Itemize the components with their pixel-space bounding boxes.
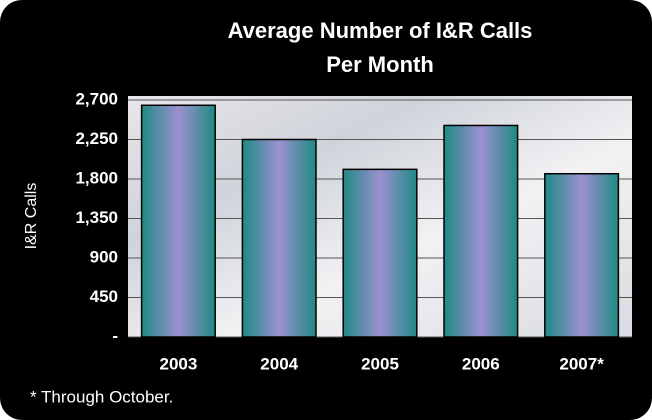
y-tick-label: 1,350 bbox=[75, 208, 118, 227]
x-tick-label: 2003 bbox=[159, 354, 197, 373]
y-axis-label: I&R Calls bbox=[23, 183, 40, 250]
bar bbox=[545, 174, 619, 337]
x-tick-label: 2004 bbox=[260, 354, 298, 373]
bar bbox=[242, 140, 316, 338]
bar bbox=[142, 105, 216, 337]
page: {"chart_data": {"type": "bar", "title": … bbox=[0, 0, 652, 420]
y-tick-label: 1,800 bbox=[75, 168, 118, 187]
bar bbox=[343, 169, 417, 337]
x-tick-label: 2007* bbox=[559, 354, 604, 373]
y-tick-label: 2,700 bbox=[75, 89, 118, 108]
x-tick-label: 2005 bbox=[361, 354, 399, 373]
chart-title: Per Month bbox=[326, 52, 434, 77]
x-tick-label: 2006 bbox=[462, 354, 500, 373]
chart: Average Number of I&R Calls Per Month I&… bbox=[0, 0, 652, 420]
footnote: * Through October. bbox=[30, 387, 173, 406]
y-tick-label: 450 bbox=[90, 287, 118, 306]
y-tick-label: 2,250 bbox=[75, 129, 118, 148]
bar bbox=[444, 125, 518, 337]
y-tick-label: - bbox=[112, 326, 118, 345]
y-tick-label: 900 bbox=[90, 247, 118, 266]
chart-title: Average Number of I&R Calls bbox=[228, 18, 533, 43]
